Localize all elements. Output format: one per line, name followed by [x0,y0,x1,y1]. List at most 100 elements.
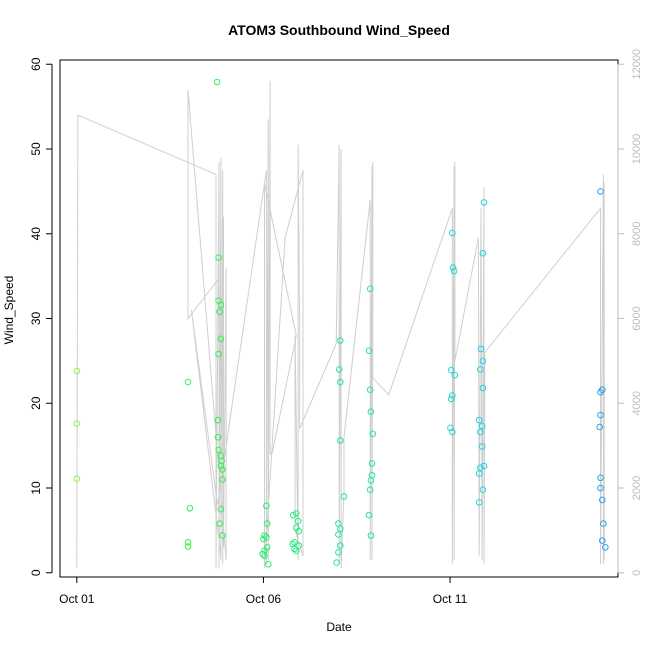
data-point [295,527,303,535]
data-point [261,547,268,555]
data-point [73,475,81,483]
data-point [215,446,222,454]
data-point [217,505,225,513]
data-point [333,559,340,566]
data-point [335,549,342,556]
data-point [597,188,604,195]
data-point [291,539,298,546]
data-point [337,337,344,344]
data-point [337,542,344,549]
data-point [293,547,300,555]
data-point [478,422,486,430]
data-point [337,525,344,533]
data-point [291,545,298,553]
y-tick-label: 30 [29,312,43,326]
chart-title: ATOM3 Southbound Wind_Speed [228,22,450,38]
data-point [184,539,192,546]
data-point [447,424,454,432]
secondary-y-tick-label: 10000 [631,134,643,165]
secondary-y-tick-label: 6000 [631,306,643,330]
data-point [215,254,222,261]
y-tick-label: 10 [29,481,43,495]
data-point [366,486,374,494]
data-point [596,423,604,431]
x-axis: Oct 01 Oct 06 Oct 11 [59,576,468,606]
data-point [217,335,225,343]
data-point [73,367,81,375]
x-tick-label: Oct 01 [59,592,95,606]
data-point [475,470,483,477]
data-point [369,430,377,438]
data-point [263,520,271,527]
points-layer [73,78,609,568]
data-point [215,350,222,358]
data-point [365,511,373,519]
secondary-y-tick-label: 2000 [631,476,643,500]
secondary-y-tick-label: 4000 [631,391,643,415]
y-tick-label: 50 [29,142,43,156]
data-point [366,386,374,394]
data-point [263,502,270,510]
data-point [599,496,606,504]
data-point [365,347,373,355]
data-point [367,408,375,416]
y-tick-label: 60 [29,57,43,71]
data-point [73,420,81,427]
data-point [214,433,222,441]
data-point [447,395,455,403]
x-tick-label: Oct 11 [433,592,468,606]
data-point [602,544,609,551]
data-point [259,550,267,558]
data-point [449,428,456,436]
data-point [213,78,221,86]
data-point [475,416,483,424]
data-point [217,462,225,470]
data-point [216,308,223,316]
data-point [217,301,225,309]
data-point [335,531,342,538]
data-point [219,532,226,539]
data-point [219,466,226,473]
data-point [261,532,268,539]
data-point [335,366,343,373]
data-point [479,249,487,257]
data-point [479,357,487,365]
data-point [479,384,487,392]
data-point [216,520,223,527]
y-axis-label: Wind_Speed [2,276,16,345]
data-point [265,561,272,568]
data-point [478,443,486,450]
data-point [477,428,484,436]
data-point [600,520,607,527]
data-point [367,532,375,539]
data-point [261,552,268,560]
data-point [340,493,348,500]
data-point [450,267,458,275]
data-point [449,264,457,271]
data-point [480,199,488,206]
data-point [477,366,484,373]
data-point [293,510,300,517]
data-point [184,378,192,386]
data-point [184,543,192,550]
secondary-y-tick-label: 0 [631,570,643,576]
y-tick-label: 40 [29,227,43,241]
secondary-y-axis: 0 2000 4000 6000 8000 10000 12000 [617,49,643,576]
y-tick-label: 0 [29,569,43,576]
data-point [295,542,303,549]
data-point [449,229,456,237]
data-point [449,392,456,399]
data-point [597,484,604,492]
secondary-y-tick-label: 12000 [631,49,643,80]
data-point [263,533,270,541]
x-axis-label: Date [326,620,352,634]
secondary-y-tick-label: 8000 [631,222,643,246]
data-point [477,345,485,353]
data-point [294,517,302,525]
data-point [475,499,483,506]
data-point [186,505,194,512]
data-point [337,378,344,386]
data-point [480,462,488,470]
data-point [368,460,376,467]
secondary-series-layer [76,81,605,569]
